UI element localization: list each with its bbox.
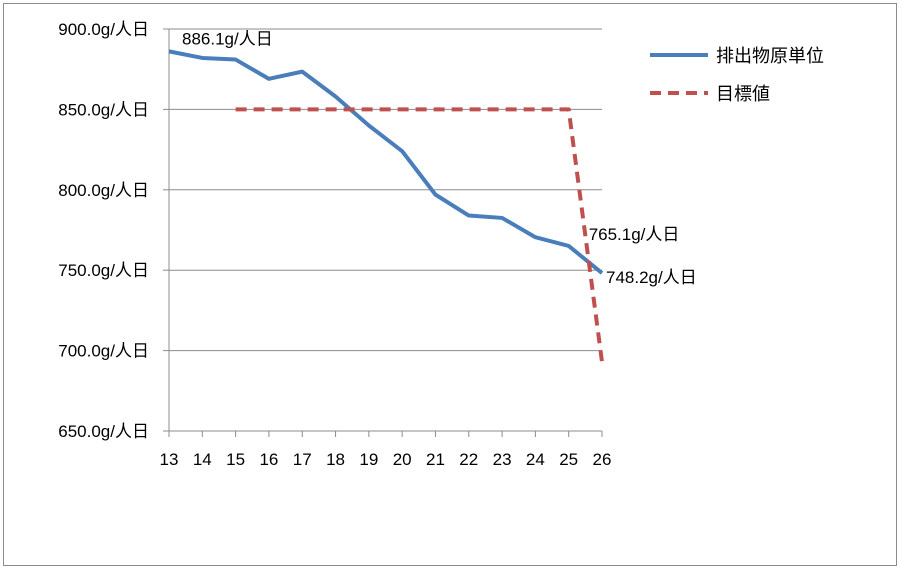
series-line-2 xyxy=(235,107,604,363)
legend-label: 排出物原単位 xyxy=(716,46,824,66)
x-tick-label: 17 xyxy=(293,450,312,469)
legend-label: 目標値 xyxy=(716,84,770,104)
x-tick-label: 15 xyxy=(226,450,245,469)
y-tick-label: 900.0g/人日 xyxy=(58,20,149,39)
y-tick-label: 650.0g/人日 xyxy=(58,422,149,441)
y-tick-label: 700.0g/人日 xyxy=(58,342,149,361)
series-lines xyxy=(168,49,604,363)
x-tick-label: 25 xyxy=(559,450,578,469)
data-labels: 886.1g/人日 765.1g/人日 748.2g/人日 xyxy=(182,29,697,287)
data-label: 765.1g/人日 xyxy=(589,225,680,244)
x-tick-labels: 13 14 15 16 17 18 19 20 21 22 23 24 25 26 xyxy=(160,450,612,469)
x-tick-label: 22 xyxy=(459,450,478,469)
x-tick-label: 13 xyxy=(160,450,179,469)
series-line-1 xyxy=(168,49,604,275)
data-label: 748.2g/人日 xyxy=(606,268,697,287)
y-tick-label: 750.0g/人日 xyxy=(58,261,149,280)
y-tick-label: 800.0g/人日 xyxy=(58,181,149,200)
data-label: 886.1g/人日 xyxy=(182,29,273,48)
x-tick-label: 16 xyxy=(259,450,278,469)
x-tick-label: 18 xyxy=(326,450,345,469)
y-tick-labels: 900.0g/人日 850.0g/人日 800.0g/人日 750.0g/人日 700.… xyxy=(58,20,149,441)
y-tick-label: 850.0g/人日 xyxy=(58,100,149,119)
chart-frame xyxy=(3,3,897,566)
axes xyxy=(163,28,603,437)
x-tick-label: 20 xyxy=(393,450,412,469)
x-tick-label: 14 xyxy=(193,450,212,469)
x-tick-label: 26 xyxy=(593,450,612,469)
x-tick-label: 23 xyxy=(493,450,512,469)
x-tick-label: 21 xyxy=(426,450,445,469)
x-tick-label: 24 xyxy=(526,450,545,469)
gridlines xyxy=(169,28,602,352)
x-tick-label: 19 xyxy=(359,450,378,469)
